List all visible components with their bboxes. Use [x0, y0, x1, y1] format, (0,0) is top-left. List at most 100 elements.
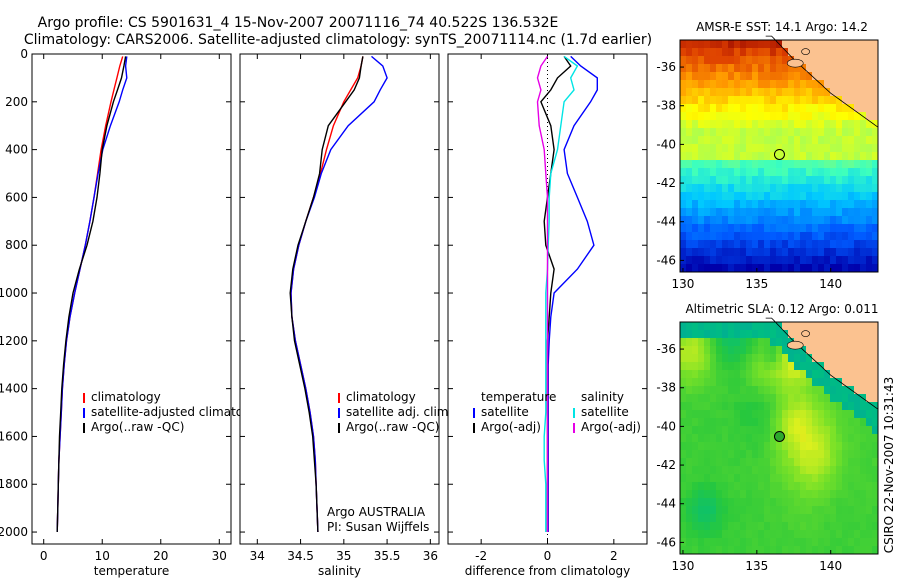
map-cell — [860, 56, 867, 65]
map-cell — [854, 72, 861, 81]
map-cell — [842, 450, 849, 459]
map-cell — [788, 410, 795, 419]
map-cell — [806, 506, 813, 515]
map-cell — [764, 40, 771, 49]
map-cell — [710, 248, 717, 257]
map-cell — [734, 264, 741, 273]
map-cell — [824, 354, 831, 363]
map-cell — [830, 450, 837, 459]
map-cell — [794, 402, 801, 411]
map-cell — [692, 80, 699, 89]
map-cell — [692, 88, 699, 97]
map-cell — [872, 160, 879, 169]
map-cell — [794, 490, 801, 499]
legend-label: satellite — [481, 405, 529, 419]
map-cell — [812, 346, 819, 355]
map-cell — [704, 458, 711, 467]
map-cell — [842, 426, 849, 435]
map-cell — [824, 112, 831, 121]
map-cell — [704, 442, 711, 451]
map-cell — [704, 346, 711, 355]
map-cell — [710, 184, 717, 193]
map-cell — [680, 402, 687, 411]
map-cell — [794, 200, 801, 209]
map-cell — [776, 152, 783, 161]
map-cell — [848, 402, 855, 411]
map-cell — [806, 216, 813, 225]
map-cell — [746, 394, 753, 403]
map-cell — [680, 56, 687, 65]
map-cell — [758, 490, 765, 499]
map-cell — [860, 240, 867, 249]
map-cell — [866, 474, 873, 483]
map-cell — [716, 88, 723, 97]
map-cell — [800, 466, 807, 475]
map-cell — [764, 232, 771, 241]
map-cell — [704, 192, 711, 201]
map-cell — [824, 546, 831, 555]
map-cell — [758, 176, 765, 185]
map-cell — [692, 498, 699, 507]
map-cell — [782, 354, 789, 363]
map-cell — [812, 434, 819, 443]
map-cell — [806, 72, 813, 81]
map-cell — [824, 248, 831, 257]
map-cell — [710, 136, 717, 145]
map-cell — [806, 346, 813, 355]
map-cell — [872, 442, 879, 451]
map-cell — [722, 224, 729, 233]
y-tick-label: -36 — [656, 60, 676, 74]
map-cell — [806, 402, 813, 411]
island — [801, 330, 810, 337]
map-cell — [698, 394, 705, 403]
map-cell — [740, 426, 747, 435]
map-cell — [794, 386, 801, 395]
map-cell — [710, 264, 717, 273]
map-cell — [722, 482, 729, 491]
map-cell — [866, 514, 873, 523]
map-cell — [824, 514, 831, 523]
map-cell — [830, 240, 837, 249]
map-cell — [704, 338, 711, 347]
map-cell — [866, 144, 873, 153]
map-cell — [776, 208, 783, 217]
map-cell — [830, 362, 837, 371]
map-cell — [788, 530, 795, 539]
map-cell — [692, 64, 699, 73]
map-cell — [854, 192, 861, 201]
map-cell — [686, 80, 693, 89]
map-cell — [758, 136, 765, 145]
map-cell — [722, 216, 729, 225]
map-cell — [806, 498, 813, 507]
x-tick-label: 35 — [336, 549, 351, 563]
map-cell — [752, 168, 759, 177]
map-cell — [740, 338, 747, 347]
map-cell — [758, 530, 765, 539]
map-cell — [830, 96, 837, 105]
map-cell — [854, 346, 861, 355]
annotation-text: PI: Susan Wijffels — [327, 520, 429, 534]
map-cell — [842, 514, 849, 523]
map-cell — [734, 192, 741, 201]
map-cell — [812, 386, 819, 395]
map-cell — [776, 128, 783, 137]
map-cell — [716, 168, 723, 177]
map-cell — [872, 386, 879, 395]
map-cell — [734, 48, 741, 57]
map-cell — [710, 402, 717, 411]
map-cell — [848, 144, 855, 153]
map-cell — [710, 56, 717, 65]
map-cell — [872, 410, 879, 419]
map-cell — [686, 450, 693, 459]
map-cell — [824, 346, 831, 355]
map-cell — [764, 208, 771, 217]
map-cell — [764, 330, 771, 339]
map-cell — [764, 394, 771, 403]
map-cell — [734, 224, 741, 233]
plot-frame — [31, 53, 232, 545]
map-cell — [860, 466, 867, 475]
map-cell — [860, 538, 867, 547]
map-cell — [800, 248, 807, 257]
map-cell — [788, 482, 795, 491]
map-cell — [776, 176, 783, 185]
